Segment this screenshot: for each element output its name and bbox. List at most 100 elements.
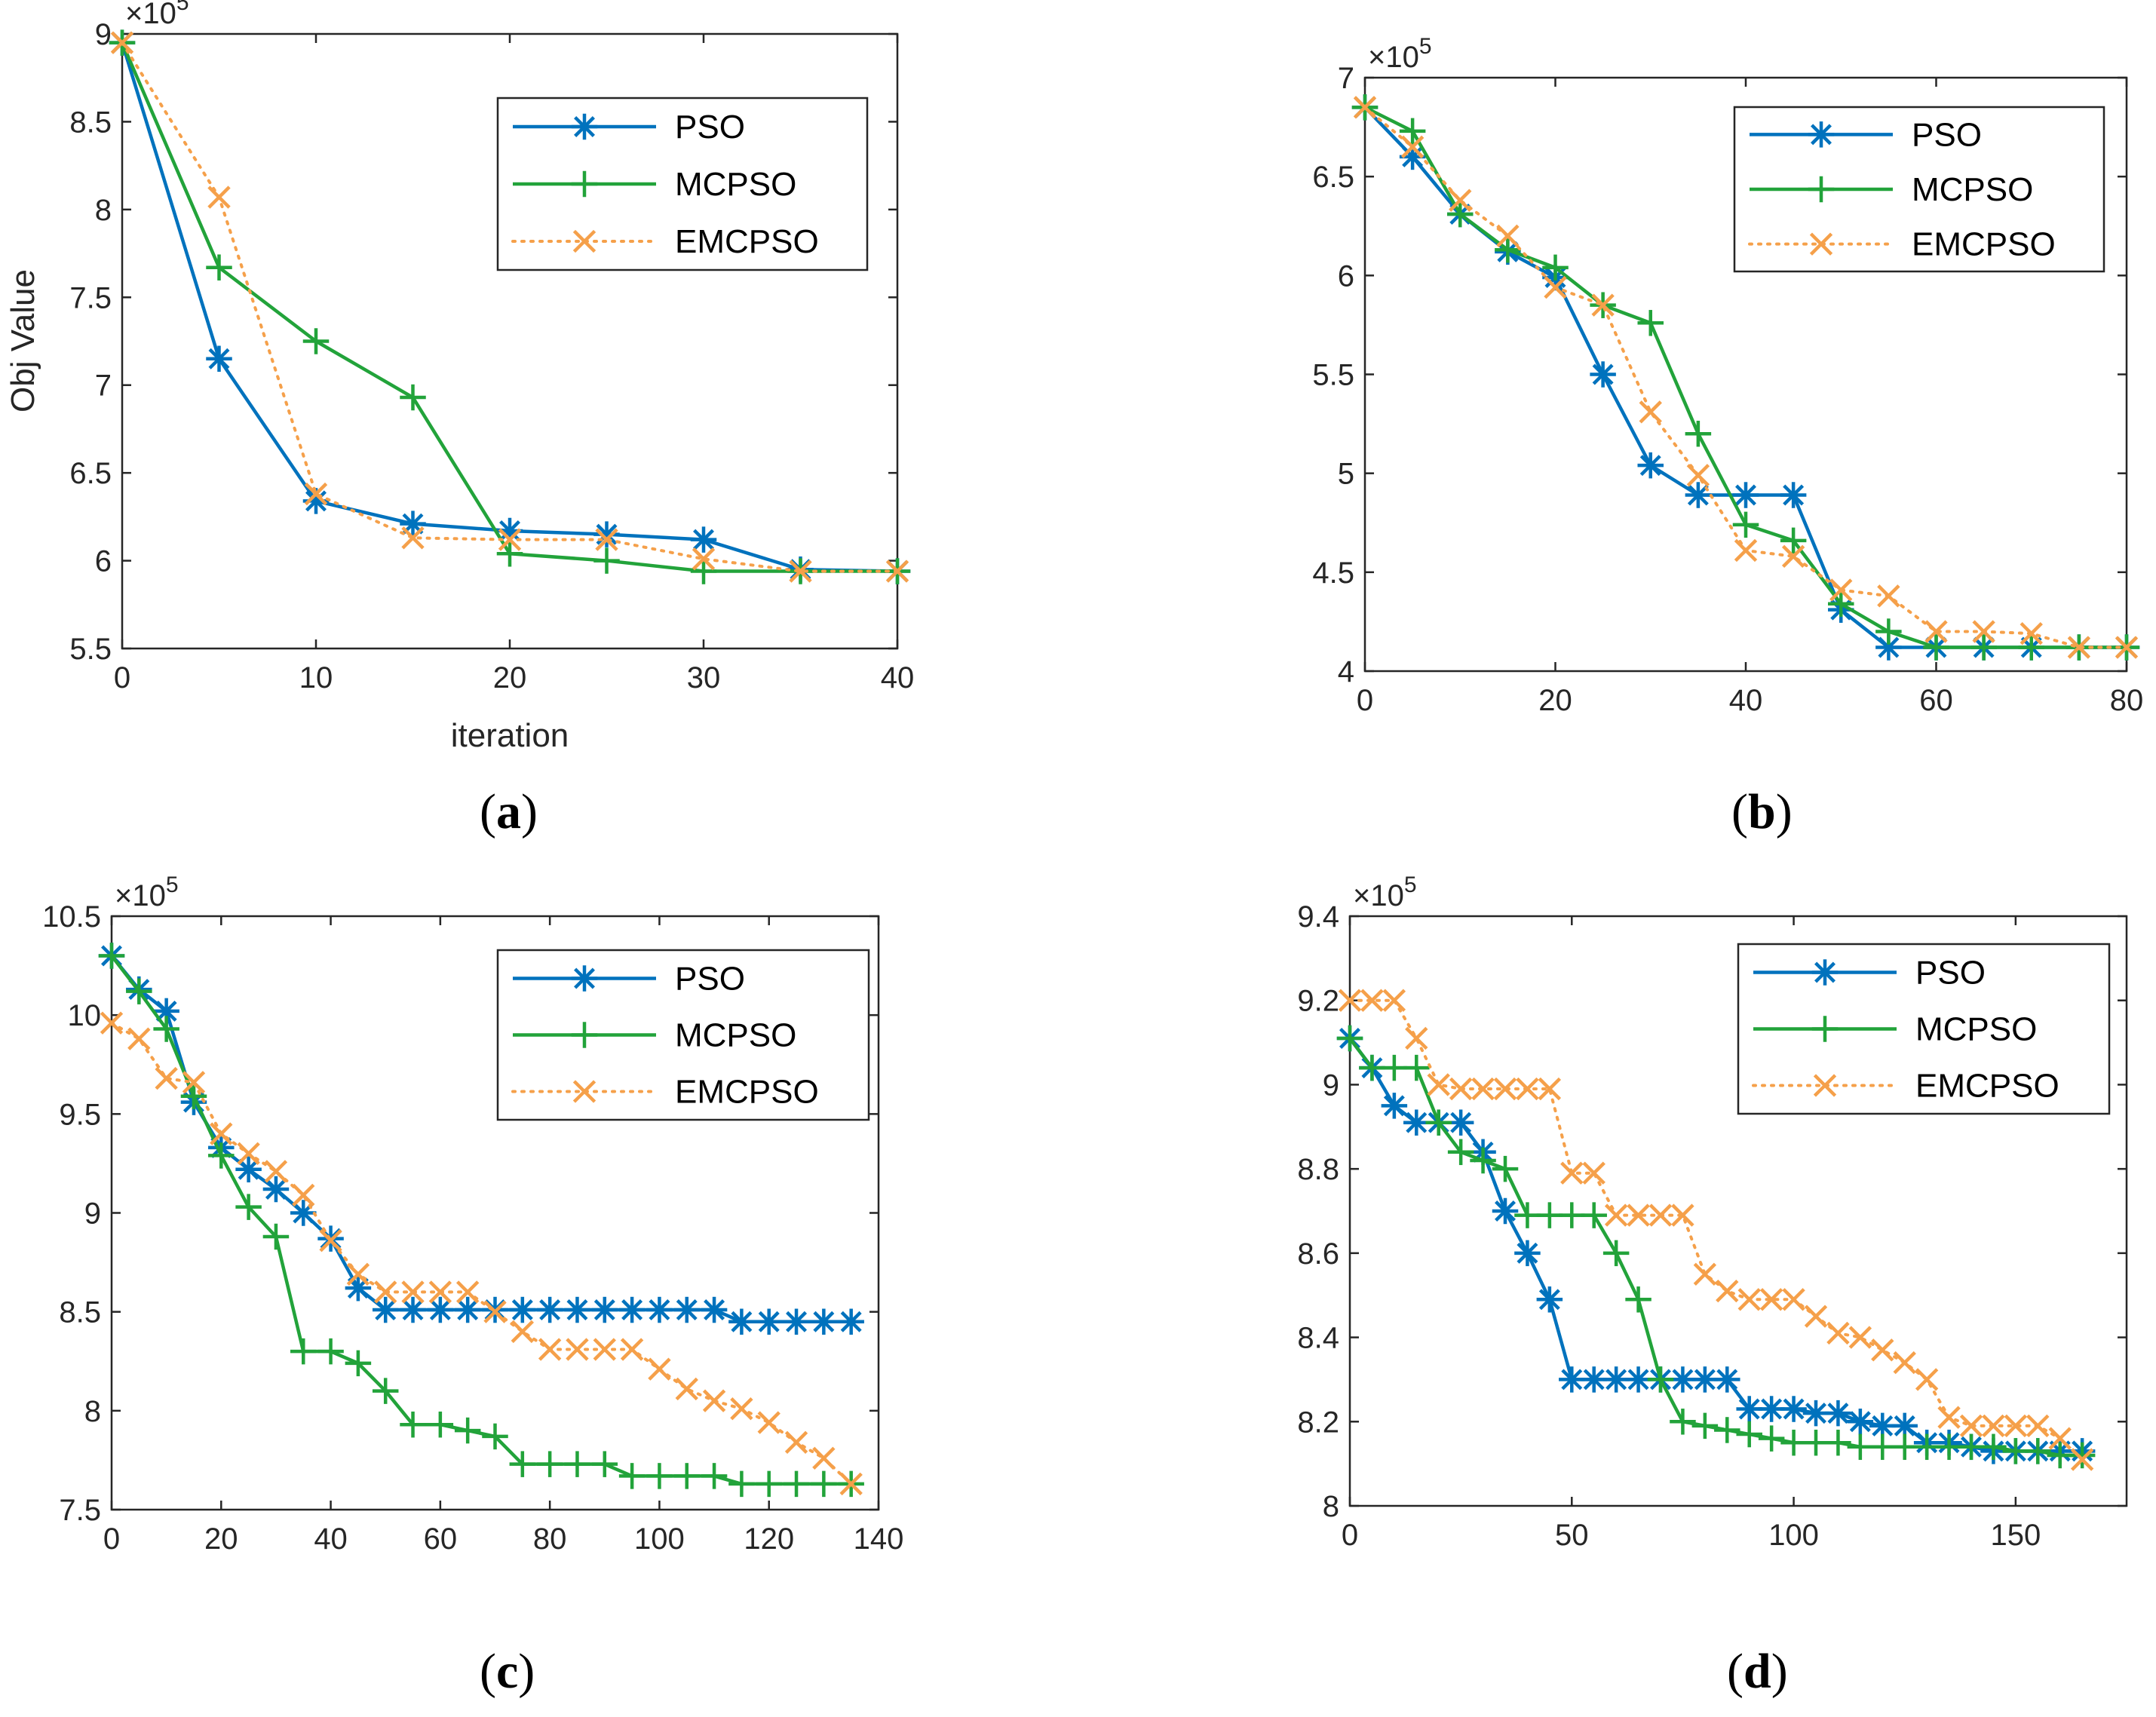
y-tick-label: 9.5 — [59, 1098, 101, 1131]
panel-caption: (b) — [1731, 784, 1793, 839]
data-point-mcpso — [1470, 1147, 1496, 1174]
data-point-emcpso — [2070, 1448, 2094, 1471]
data-point-mcpso — [1913, 1433, 1940, 1461]
legend: PSO MCPSO EMCPSO — [1737, 943, 2111, 1115]
data-point-emcpso — [1972, 620, 1995, 643]
data-point-mcpso — [345, 1350, 372, 1377]
axis-exponent-label: ×105 — [1368, 34, 1432, 74]
legend-label-emcpso: EMCPSO — [675, 1074, 819, 1111]
data-point-emcpso — [210, 1122, 233, 1145]
data-point-emcpso — [511, 1320, 535, 1344]
data-point-mcpso — [302, 328, 330, 354]
legend-label-emcpso: EMCPSO — [1912, 226, 2056, 263]
data-point-mcpso — [618, 1463, 646, 1489]
data-point-emcpso — [1893, 1351, 1916, 1375]
data-point-mcpso — [1625, 1286, 1652, 1313]
data-point-mcpso — [206, 254, 232, 281]
data-point-mcpso — [1732, 511, 1759, 538]
data-point-mcpso — [1495, 236, 1521, 263]
y-tick-label: 9.4 — [1297, 900, 1339, 934]
data-point-mcpso — [1403, 1054, 1430, 1081]
data-point-mcpso — [180, 1083, 207, 1109]
x-tick-label: 30 — [687, 661, 721, 694]
legend-label-pso: PSO — [1915, 955, 1986, 992]
axis-exponent-base: ×10 — [125, 0, 176, 30]
data-point-emcpso — [538, 1338, 562, 1361]
legend-marker-pso — [571, 965, 598, 992]
data-point-pso — [1691, 1366, 1719, 1393]
data-point-pso — [618, 1296, 646, 1323]
data-point-mcpso — [1447, 201, 1474, 228]
data-point-emcpso — [2115, 636, 2139, 659]
data-point-emcpso — [2004, 1414, 2028, 1438]
axis-exponent-label: ×105 — [125, 0, 189, 30]
data-point-emcpso — [1471, 1077, 1495, 1101]
data-point-mcpso — [1381, 1054, 1408, 1081]
axis-exponent-base: ×10 — [1368, 41, 1419, 74]
data-point-mcpso — [1936, 1433, 1962, 1461]
y-axis-label: Obj Value — [5, 269, 41, 412]
caption-close-paren: ) — [1776, 784, 1793, 839]
legend: PSO MCPSO EMCPSO — [496, 97, 869, 271]
data-point-emcpso — [1804, 1305, 1828, 1328]
data-point-emcpso — [401, 526, 425, 550]
legend-label-emcpso: EMCPSO — [1915, 1068, 2059, 1105]
data-point-mcpso — [728, 1470, 755, 1498]
data-point-mcpso — [400, 384, 426, 411]
data-point-emcpso — [455, 1280, 480, 1304]
data-point-emcpso — [1582, 1161, 1605, 1185]
data-point-mcpso — [1691, 1412, 1719, 1440]
data-point-pso — [1825, 1400, 1851, 1427]
data-point-mcpso — [454, 1417, 481, 1444]
data-point-mcpso — [1891, 1433, 1918, 1461]
data-point-emcpso — [1959, 1414, 1983, 1438]
data-point-emcpso — [428, 1280, 452, 1304]
y-tick-label: 6 — [95, 545, 112, 578]
data-point-emcpso — [1716, 1279, 1739, 1303]
x-tick-label: 40 — [314, 1522, 348, 1556]
y-tick-label: 8 — [84, 1395, 101, 1428]
data-point-emcpso — [648, 1357, 671, 1381]
data-point-mcpso — [1542, 254, 1569, 281]
data-point-pso — [1869, 1412, 1896, 1440]
x-tick-label: 50 — [1555, 1519, 1589, 1552]
legend-label-mcpso: MCPSO — [675, 166, 796, 203]
data-point-mcpso — [1536, 1202, 1563, 1228]
series-mcpso — [98, 943, 864, 1498]
data-point-mcpso — [235, 1194, 262, 1220]
x-tick-label: 140 — [854, 1522, 904, 1556]
data-point-mcpso — [1980, 1433, 2007, 1461]
legend-label-pso: PSO — [675, 109, 745, 146]
x-tick-label: 20 — [204, 1522, 238, 1556]
data-point-pso — [1802, 1400, 1829, 1427]
y-tick-label: 9 — [95, 18, 112, 51]
data-point-mcpso — [1970, 634, 1997, 661]
data-point-pso — [701, 1296, 728, 1323]
data-point-pso — [783, 1308, 810, 1335]
data-point-mcpso — [783, 1470, 810, 1498]
y-tick-label: 8 — [1323, 1490, 1339, 1523]
data-point-emcpso — [110, 31, 134, 54]
legend-marker-mcpso — [571, 1022, 598, 1048]
data-point-mcpso — [290, 1338, 317, 1365]
series-emcpso — [1353, 96, 2139, 659]
data-point-emcpso — [346, 1262, 370, 1286]
y-tick-label: 8 — [95, 194, 112, 227]
x-tick-label: 0 — [114, 661, 130, 694]
axis-exponent-power: 5 — [1419, 34, 1432, 59]
series-emcpso — [1338, 989, 2094, 1471]
data-point-mcpso — [126, 978, 152, 1004]
y-tick-label: 4 — [1338, 655, 1354, 688]
y-tick-label: 10 — [68, 999, 102, 1032]
y-tick-label: 5.5 — [1312, 359, 1354, 392]
data-point-pso — [372, 1296, 399, 1323]
series-line-pso — [110, 955, 851, 1324]
data-point-mcpso — [1492, 1155, 1519, 1182]
axis-exponent-label: ×105 — [115, 872, 179, 912]
data-point-mcpso — [1447, 1139, 1474, 1166]
data-point-emcpso — [100, 1011, 124, 1035]
data-point-pso — [646, 1296, 673, 1323]
data-point-mcpso — [536, 1451, 563, 1477]
data-point-mcpso — [1359, 1054, 1385, 1081]
data-point-mcpso — [1869, 1433, 1896, 1461]
